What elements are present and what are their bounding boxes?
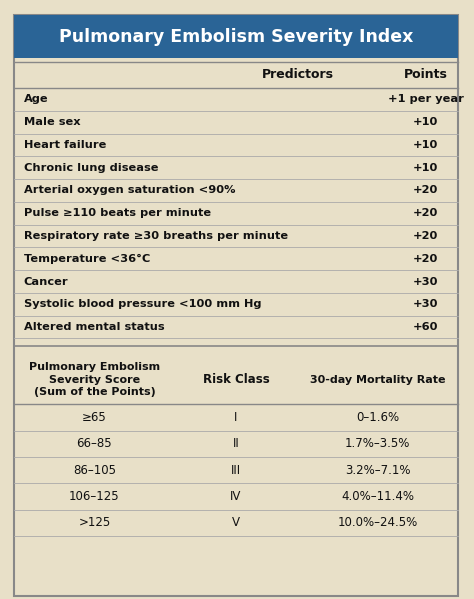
Text: III: III (231, 464, 241, 477)
Text: 1.7%–3.5%: 1.7%–3.5% (345, 437, 410, 450)
Text: Risk Class: Risk Class (202, 373, 269, 386)
Text: II: II (233, 437, 239, 450)
Text: Respiratory rate ≥30 breaths per minute: Respiratory rate ≥30 breaths per minute (24, 231, 288, 241)
Text: Pulse ≥110 beats per minute: Pulse ≥110 beats per minute (24, 208, 211, 218)
Text: +30: +30 (413, 277, 438, 286)
Text: Altered mental status: Altered mental status (24, 322, 164, 332)
Text: Age: Age (24, 95, 48, 104)
Text: Pulmonary Embolism
Severity Score
(Sum of the Points): Pulmonary Embolism Severity Score (Sum o… (29, 362, 160, 397)
Text: +20: +20 (413, 254, 438, 264)
Text: 106–125: 106–125 (69, 490, 120, 503)
Text: 10.0%–24.5%: 10.0%–24.5% (337, 516, 418, 530)
Text: Systolic blood pressure <100 mm Hg: Systolic blood pressure <100 mm Hg (24, 300, 261, 309)
Text: >125: >125 (78, 516, 110, 530)
Text: Arterial oxygen saturation <90%: Arterial oxygen saturation <90% (24, 186, 235, 195)
Text: 66–85: 66–85 (77, 437, 112, 450)
Text: I: I (234, 411, 237, 424)
Text: 86–105: 86–105 (73, 464, 116, 477)
Text: Cancer: Cancer (24, 277, 68, 286)
Text: 3.2%–7.1%: 3.2%–7.1% (345, 464, 410, 477)
Text: V: V (232, 516, 240, 530)
Text: +10: +10 (413, 117, 438, 127)
Text: +20: +20 (413, 186, 438, 195)
Text: 4.0%–11.4%: 4.0%–11.4% (341, 490, 414, 503)
Text: +10: +10 (413, 163, 438, 173)
Text: Chronic lung disease: Chronic lung disease (24, 163, 158, 173)
FancyBboxPatch shape (14, 15, 458, 596)
Text: 0–1.6%: 0–1.6% (356, 411, 399, 424)
FancyBboxPatch shape (14, 15, 458, 58)
Text: Points: Points (404, 68, 448, 81)
Text: IV: IV (230, 490, 242, 503)
Text: +20: +20 (413, 208, 438, 218)
Text: +60: +60 (413, 322, 438, 332)
Text: Predictors: Predictors (262, 68, 334, 81)
Text: +30: +30 (413, 300, 438, 309)
Text: 30-day Mortality Rate: 30-day Mortality Rate (310, 375, 445, 385)
Text: Pulmonary Embolism Severity Index: Pulmonary Embolism Severity Index (59, 28, 413, 46)
Text: ≥65: ≥65 (82, 411, 107, 424)
Text: +1 per year: +1 per year (388, 95, 464, 104)
Text: +10: +10 (413, 140, 438, 150)
Text: Heart failure: Heart failure (24, 140, 106, 150)
Text: Temperature <36°C: Temperature <36°C (24, 254, 150, 264)
Text: Male sex: Male sex (24, 117, 80, 127)
Text: +20: +20 (413, 231, 438, 241)
